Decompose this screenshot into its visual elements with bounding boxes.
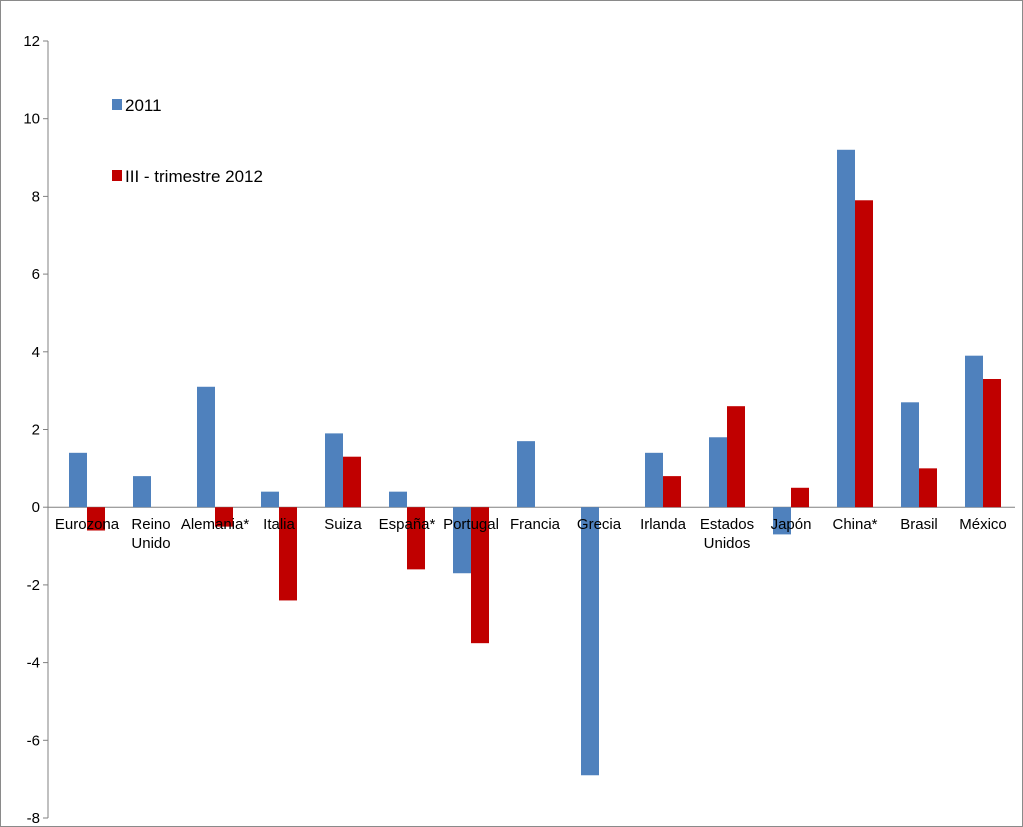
bar-2011 bbox=[837, 149, 855, 508]
y-tick-label: 4 bbox=[32, 344, 40, 361]
bar-2012 bbox=[279, 507, 297, 601]
category-label: México bbox=[959, 516, 1007, 533]
bar-2012 bbox=[919, 468, 937, 508]
bar-2012 bbox=[663, 476, 681, 508]
bar-2012 bbox=[343, 456, 361, 508]
bar-2011 bbox=[645, 452, 663, 508]
y-tick-label: -2 bbox=[27, 577, 40, 594]
y-tick-label: 12 bbox=[23, 33, 40, 50]
category-label: China* bbox=[832, 516, 877, 533]
legend-label-2012: III - trimestre 2012 bbox=[125, 167, 263, 186]
bar-2012 bbox=[407, 507, 425, 570]
bar-2011 bbox=[453, 507, 471, 574]
bar-2011 bbox=[389, 491, 407, 508]
bar-2011 bbox=[197, 386, 215, 508]
bar-2012 bbox=[87, 507, 105, 531]
bar-2011 bbox=[901, 402, 919, 508]
y-tick-label: 2 bbox=[32, 422, 40, 439]
category-label: Francia bbox=[510, 516, 561, 533]
category-label: Japón bbox=[771, 516, 812, 533]
bar-2012 bbox=[471, 507, 489, 644]
category-label: Eurozona bbox=[55, 516, 120, 533]
legend: 2011 III - trimestre 2012 bbox=[112, 96, 263, 186]
y-tick-label: 6 bbox=[32, 266, 40, 283]
bar-2011 bbox=[581, 507, 599, 776]
bar-2011 bbox=[69, 452, 87, 508]
category-label: España* bbox=[379, 516, 436, 533]
category-label: Alemania* bbox=[181, 516, 250, 533]
bar-2012 bbox=[727, 406, 745, 508]
category-label: Estados bbox=[700, 516, 754, 533]
y-tick-label: -6 bbox=[27, 732, 40, 749]
bar-2012 bbox=[855, 200, 873, 508]
category-labels: Eurozona Reino Unido Alemania* Italia Suiza Es… bbox=[55, 516, 1007, 552]
y-tick-label: -8 bbox=[27, 810, 40, 826]
y-tick-label: -4 bbox=[27, 655, 40, 672]
y-tick-label: 10 bbox=[23, 111, 40, 128]
legend-swatch-2011 bbox=[112, 99, 122, 110]
bar-2011 bbox=[773, 507, 791, 535]
bar-2012 bbox=[983, 378, 1001, 508]
bars bbox=[69, 149, 1001, 776]
category-label: Irlanda bbox=[640, 516, 687, 533]
category-label: Brasil bbox=[900, 516, 938, 533]
bar-2011 bbox=[261, 491, 279, 508]
category-label: Unidos bbox=[704, 535, 751, 552]
category-label: Suiza bbox=[324, 516, 362, 533]
bar-2012 bbox=[791, 487, 809, 508]
legend-label-2011: 2011 bbox=[125, 96, 162, 115]
bar-2011 bbox=[133, 476, 151, 508]
category-label: Unido bbox=[131, 535, 170, 552]
y-tick-label: 8 bbox=[32, 188, 40, 205]
bar-2012 bbox=[215, 507, 233, 527]
category-label: Italia bbox=[263, 516, 295, 533]
bar-2011 bbox=[965, 355, 983, 508]
category-label: Reino bbox=[131, 516, 170, 533]
bar-2011 bbox=[517, 441, 535, 508]
y-tick-label: 0 bbox=[32, 499, 40, 516]
bar-2011 bbox=[709, 437, 727, 508]
category-label: Portugal bbox=[443, 516, 499, 533]
category-label: Grecia bbox=[577, 516, 622, 533]
bar-2011 bbox=[325, 433, 343, 508]
legend-swatch-2012 bbox=[112, 170, 122, 181]
